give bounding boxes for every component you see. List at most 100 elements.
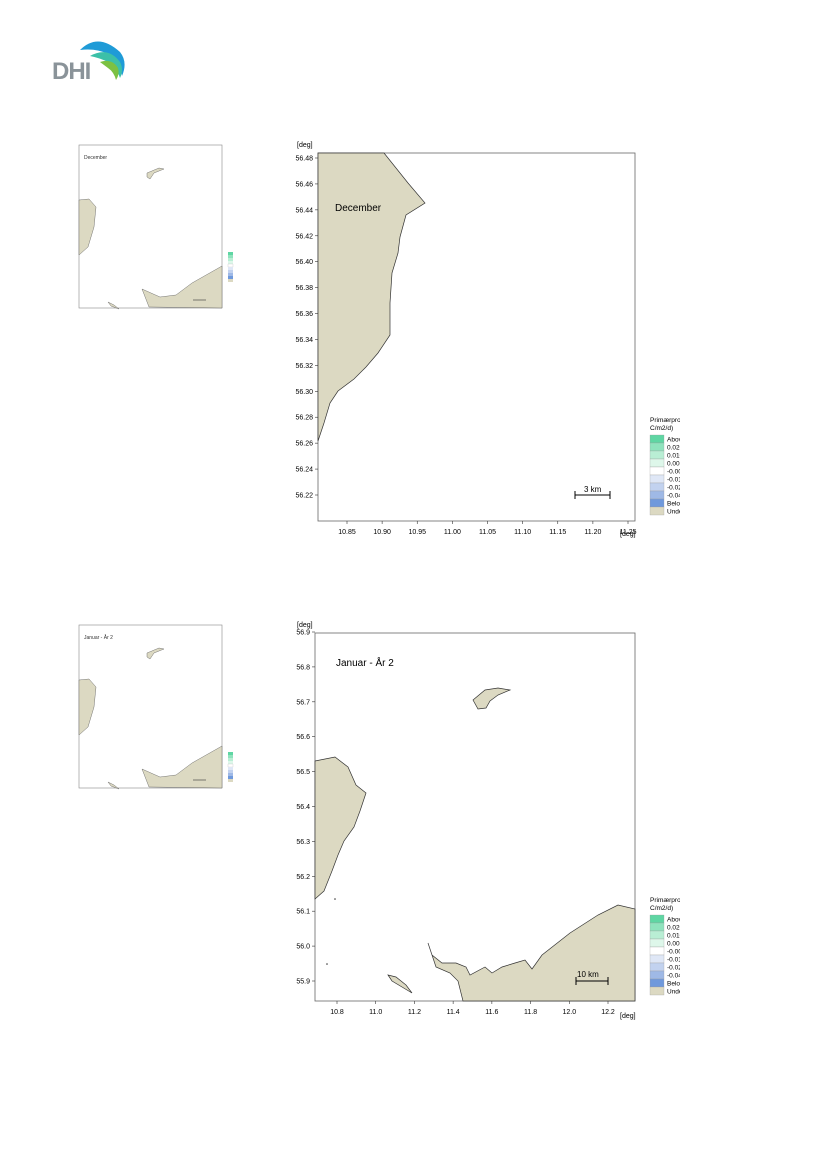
x-tick-label: 12.2: [601, 1009, 615, 1016]
wave-logo-icon: [80, 41, 125, 80]
legend-label: Undefined Value: [667, 509, 680, 516]
x-tick-label: 11.05: [479, 529, 496, 536]
legend-label: 0.005 - 0.010: [667, 941, 680, 948]
legend-swatch: [649, 986, 665, 996]
legend-label: Undefined Value: [667, 989, 680, 996]
legend-label: -0.005 - 0.005: [667, 469, 680, 476]
legend-label: 0.005 - 0.010: [667, 461, 680, 468]
legend-label: Below -0.040: [667, 981, 680, 988]
x-tick-label: 11.20: [584, 529, 601, 536]
x-tick-label: 11.4: [447, 1009, 460, 1016]
x-tick-label: 11.00: [444, 529, 461, 536]
legend-label: -0.020 - -0.010: [667, 965, 680, 972]
legend-label: 0.010 - 0.020: [667, 453, 680, 460]
legend-swatch: [649, 490, 665, 500]
y-tick-label: 56.9: [296, 630, 310, 637]
legend-swatch: [649, 922, 665, 932]
map-title: Januar - År 2: [336, 656, 394, 669]
legend-label: 0.010 - 0.020: [667, 933, 680, 940]
legend-swatch: [649, 970, 665, 980]
legend-label: -0.020 - -0.010: [667, 485, 680, 492]
legend-label: -0.010 - -0.005: [667, 957, 680, 964]
y-tick-label: 56.0: [296, 944, 310, 951]
x-tick-label: 11.6: [485, 1009, 498, 1016]
y-axis-ticks: 56.48 56.46 56.44 56.42 56.40 56.38 56.36 56.34…: [295, 156, 318, 500]
y-tick-label: 56.2: [296, 874, 310, 881]
legend-swatch: [649, 962, 665, 972]
legend-label: -0.010 - -0.005: [667, 477, 680, 484]
legend-swatch: [649, 442, 665, 452]
legend-swatch: [649, 474, 665, 484]
legend-label: -0.005 - 0.005: [667, 949, 680, 956]
legend-swatch: [649, 466, 665, 476]
y-axis-ticks: 56.9 56.8 56.7 56.6 56.5 56.4 56.3 56.2 56.1 56.0…: [296, 630, 315, 986]
scale-bar: 3 km: [574, 485, 611, 499]
coastline-land: [317, 152, 426, 442]
legend-swatch: [649, 914, 665, 924]
y-tick-label: 56.40: [295, 259, 313, 266]
x-unit-label: [deg]: [620, 531, 636, 538]
y-tick-label: 56.28: [295, 415, 313, 422]
island-south: [387, 974, 413, 994]
legend-swatch: [649, 498, 665, 508]
y-tick-label: 56.8: [296, 664, 310, 671]
y-unit-label: [deg]: [297, 622, 313, 629]
legend-title-line2: C/m2/d): [650, 425, 673, 432]
y-tick-label: 56.26: [295, 441, 313, 448]
y-tick-label: 56.3: [296, 839, 310, 846]
x-tick-label: 10.8: [330, 1009, 344, 1016]
x-axis-ticks: 10.85 10.90 10.95 11.00 11.05 11.10 11.15 11.20…: [338, 521, 637, 536]
x-tick-label: 11.25: [620, 529, 637, 536]
y-tick-label: 56.24: [295, 467, 313, 474]
legend-label: Below -0.040: [667, 501, 680, 508]
legend-swatch: [649, 954, 665, 964]
thumbnail-title: December: [84, 155, 107, 161]
dhi-logo: DHI: [50, 36, 130, 85]
x-tick-label: 10.90: [373, 529, 391, 536]
map-januar: [deg] Januar - År 2 56.9 56.8 56.7 56.6 56.5…: [280, 615, 715, 1025]
legend-label: 0.020 - 0.040: [667, 445, 680, 452]
legend-title-line2: C/m2/d): [650, 905, 673, 912]
y-tick-label: 56.32: [295, 363, 313, 370]
y-tick-label: 56.44: [295, 207, 313, 214]
logo-text: DHI: [52, 58, 91, 85]
legend-swatch: [649, 938, 665, 948]
x-tick-label: 10.85: [338, 529, 356, 536]
legend-label: Above 0.040: [667, 437, 680, 444]
legend-swatch: [649, 434, 665, 444]
scale-bar-label: 10 km: [577, 970, 599, 979]
x-tick-label: 11.8: [524, 1009, 537, 1016]
y-unit-label: [deg]: [297, 142, 313, 149]
y-tick-label: 56.30: [295, 389, 313, 396]
scale-bar: 10 km: [575, 970, 609, 985]
x-axis-ticks: 10.8 11.0 11.2 11.4 11.6 11.8 12.0 12.2: [330, 1001, 615, 1016]
y-tick-label: 56.36: [295, 311, 313, 318]
legend-swatch: [649, 506, 665, 516]
scale-bar-label: 3 km: [584, 485, 602, 494]
legend-swatch: [649, 450, 665, 460]
x-tick-label: 11.15: [549, 529, 566, 536]
coastline-land-west: [314, 756, 367, 900]
map-title: December: [335, 203, 382, 214]
y-tick-label: 55.9: [296, 979, 310, 986]
y-tick-label: 56.42: [295, 233, 313, 240]
thumbnail-title: Januar - År 2: [84, 634, 113, 641]
legend-label: Above 0.040: [667, 917, 680, 924]
y-tick-label: 56.6: [296, 734, 310, 741]
thumbnail-map-januar: Januar - År 2: [64, 617, 264, 817]
y-tick-label: 56.46: [295, 181, 313, 188]
map-december: [deg] December 56.48 56.46 56.44 56.42 56.40…: [280, 135, 715, 545]
x-unit-label: [deg]: [620, 1013, 636, 1020]
legend-swatch: [649, 930, 665, 940]
x-tick-label: 10.95: [408, 529, 426, 536]
y-tick-label: 56.48: [295, 156, 313, 163]
coastline-land-south: [427, 904, 636, 1002]
legend-swatch: [649, 946, 665, 956]
y-tick-label: 56.5: [296, 769, 310, 776]
legend: Primærproduktion (gC/m2/d)Above 0.0400.0…: [649, 417, 715, 516]
y-tick-label: 56.4: [296, 804, 310, 811]
legend-swatch: [649, 458, 665, 468]
legend-label: 0.020 - 0.040: [667, 925, 680, 932]
y-tick-label: 56.1: [296, 909, 310, 916]
x-tick-label: 11.10: [514, 529, 531, 536]
